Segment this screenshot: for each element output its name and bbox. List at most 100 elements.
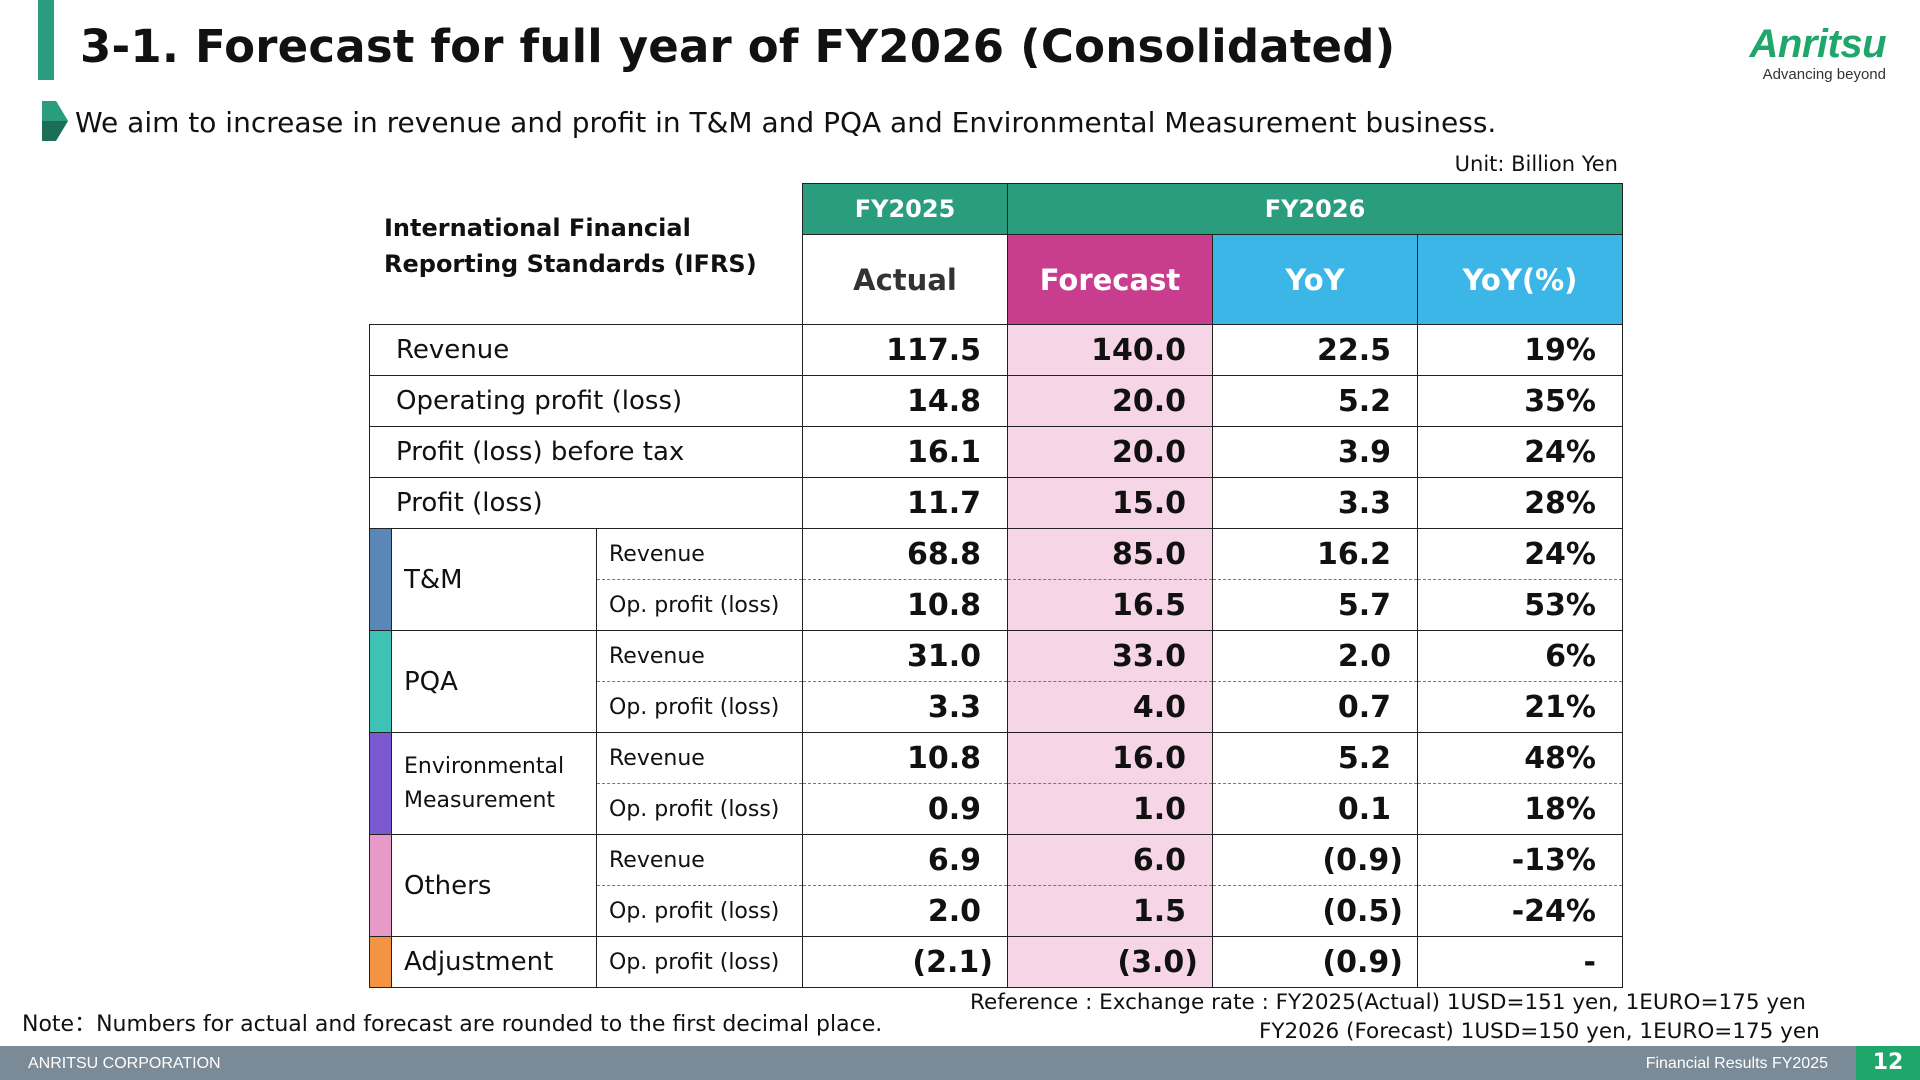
yoy-value: 3.9 [1212, 426, 1418, 478]
sub-row-label: Op. profit (loss) [596, 681, 803, 733]
reference-line-1: Reference : Exchange rate : FY2025(Actua… [970, 990, 1806, 1015]
forecast-value: 4.0 [1007, 681, 1213, 733]
year-header-row: FY2025 FY2026 [370, 183, 1623, 235]
actual-value: 6.9 [802, 834, 1008, 886]
forecast-value: 140.0 [1007, 324, 1213, 376]
logo-tagline: Advancing beyond [1762, 66, 1886, 83]
yoy-pct-value: 21% [1417, 681, 1623, 733]
page-number: 12 [1856, 1046, 1920, 1080]
unit-label: Unit: Billion Yen [1454, 152, 1618, 176]
segment-row-tm-op-profit: Op. profit (loss) 10.8 16.5 5.7 53% [370, 579, 1623, 631]
segment-row-adjustment: Adjustment Op. profit (loss) (2.1) (3.0)… [369, 936, 1623, 988]
segment-name-adjustment: Adjustment [391, 936, 597, 988]
yoy-value: 2.0 [1212, 630, 1418, 682]
row-label: Operating profit (loss) [369, 375, 803, 427]
actual-value: 3.3 [802, 681, 1008, 733]
yoy-value: (0.9) [1212, 936, 1418, 988]
exchange-rate-reference: Reference : Exchange rate : FY2025(Actua… [970, 988, 1820, 1046]
yoy-value: 22.5 [1212, 324, 1418, 376]
footer-company: ANRITSU CORPORATION [28, 1055, 221, 1072]
financial-table: FY2025 FY2026 Actual Forecast YoY YoY(%)… [369, 183, 1623, 988]
sub-row-label: Revenue [596, 834, 803, 886]
reference-line-2: FY2026 (Forecast) 1USD=150 yen, 1EURO=17… [1259, 1019, 1820, 1044]
yoy-value: 16.2 [1212, 528, 1418, 580]
title-accent-bar [38, 0, 54, 80]
sub-row-label: Revenue [596, 528, 803, 580]
segment-color-env [369, 732, 392, 835]
segment-color-adjustment [369, 936, 392, 988]
segment-name-tm: T&M [391, 528, 597, 631]
header-forecast: Forecast [1007, 234, 1213, 325]
arrow-bullet-icon [42, 101, 68, 141]
segment-name-others: Others [391, 834, 597, 937]
yoy-value: (0.9) [1212, 834, 1418, 886]
footer-bar: ANRITSU CORPORATION Financial Results FY… [0, 1046, 1920, 1080]
actual-value: 117.5 [802, 324, 1008, 376]
forecast-value: 20.0 [1007, 426, 1213, 478]
yoy-value: 0.7 [1212, 681, 1418, 733]
actual-value: 0.9 [802, 783, 1008, 835]
segment-row-env-op-profit: Op. profit (loss) 0.9 1.0 0.1 18% [370, 783, 1623, 835]
sub-row-label: Op. profit (loss) [596, 936, 803, 988]
yoy-pct-value: - [1417, 936, 1623, 988]
yoy-pct-value: 48% [1417, 732, 1623, 784]
forecast-value: 6.0 [1007, 834, 1213, 886]
sub-row-label: Op. profit (loss) [596, 579, 803, 631]
segment-row-tm-revenue: T&M Revenue 68.8 85.0 16.2 24% [369, 528, 1623, 631]
segment-color-others [369, 834, 392, 937]
sub-row-label: Op. profit (loss) [596, 783, 803, 835]
actual-value: 31.0 [802, 630, 1008, 682]
yoy-pct-value: 35% [1417, 375, 1623, 427]
segment-row-others-revenue: Others Revenue 6.9 6.0 (0.9) -13% [369, 834, 1623, 937]
yoy-value: 5.7 [1212, 579, 1418, 631]
actual-value: 10.8 [802, 732, 1008, 784]
forecast-value: 16.0 [1007, 732, 1213, 784]
actual-value: 14.8 [802, 375, 1008, 427]
actual-value: 68.8 [802, 528, 1008, 580]
segment-row-pqa-op-profit: Op. profit (loss) 3.3 4.0 0.7 21% [370, 681, 1623, 733]
segment-name-env: Environmental Measurement [391, 732, 597, 835]
yoy-value: 0.1 [1212, 783, 1418, 835]
column-header-row: Actual Forecast YoY YoY(%) [370, 234, 1623, 325]
segment-color-pqa [369, 630, 392, 733]
footer-doc-title: Financial Results FY2025 [1645, 1055, 1828, 1072]
sub-row-label: Revenue [596, 732, 803, 784]
sub-row-label: Op. profit (loss) [596, 885, 803, 937]
actual-value: 10.8 [802, 579, 1008, 631]
yoy-pct-value: -13% [1417, 834, 1623, 886]
yoy-pct-value: 24% [1417, 528, 1623, 580]
forecast-value: 1.0 [1007, 783, 1213, 835]
yoy-value: 3.3 [1212, 477, 1418, 529]
yoy-pct-value: 24% [1417, 426, 1623, 478]
row-label: Profit (loss) before tax [369, 426, 803, 478]
header-yoy: YoY [1212, 234, 1418, 325]
row-label: Revenue [369, 324, 803, 376]
yoy-value: 5.2 [1212, 732, 1418, 784]
segment-row-pqa-revenue: PQA Revenue 31.0 33.0 2.0 6% [369, 630, 1623, 733]
yoy-value: 5.2 [1212, 375, 1418, 427]
header-yoy-pct: YoY(%) [1417, 234, 1623, 325]
yoy-pct-value: 28% [1417, 477, 1623, 529]
row-label: Profit (loss) [369, 477, 803, 529]
ifrs-label: International Financial Reporting Standa… [384, 214, 757, 278]
yoy-pct-value: 19% [1417, 324, 1623, 376]
forecast-value: 1.5 [1007, 885, 1213, 937]
actual-value: 2.0 [802, 885, 1008, 937]
forecast-value: (3.0) [1007, 936, 1213, 988]
logo-wordmark: Anritsu [1749, 22, 1887, 66]
actual-value: 16.1 [802, 426, 1008, 478]
yoy-pct-value: 53% [1417, 579, 1623, 631]
yoy-pct-value: 6% [1417, 630, 1623, 682]
segment-row-others-op-profit: Op. profit (loss) 2.0 1.5 (0.5) -24% [370, 885, 1623, 937]
forecast-value: 16.5 [1007, 579, 1213, 631]
company-logo: Anritsu Advancing beyond [1738, 22, 1887, 84]
table-row: Operating profit (loss) 14.8 20.0 5.2 35… [369, 375, 1623, 427]
segment-color-tm [369, 528, 392, 631]
yoy-pct-value: -24% [1417, 885, 1623, 937]
sub-row-label: Revenue [596, 630, 803, 682]
forecast-value: 33.0 [1007, 630, 1213, 682]
forecast-value: 15.0 [1007, 477, 1213, 529]
table-row: Profit (loss) before tax 16.1 20.0 3.9 2… [369, 426, 1623, 478]
segment-name-pqa: PQA [391, 630, 597, 733]
header-fy2025: FY2025 [802, 183, 1008, 235]
